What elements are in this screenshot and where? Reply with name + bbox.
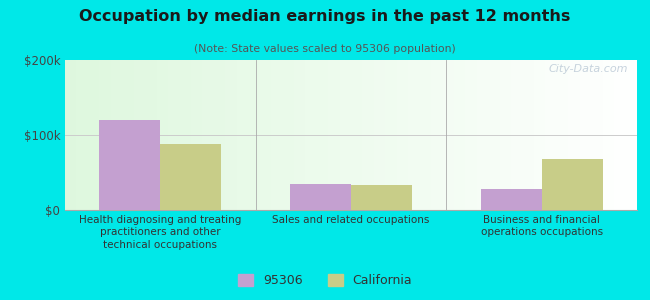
Bar [65,60,77,210]
Bar [408,60,420,210]
Legend: 95306, California: 95306, California [233,269,417,292]
Bar [77,60,88,210]
Bar [271,60,282,210]
Bar [396,60,408,210]
Bar [545,60,557,210]
Bar [259,60,271,210]
Bar [374,60,385,210]
Bar [339,60,351,210]
Bar [111,60,122,210]
Bar [568,60,580,210]
Bar [351,60,363,210]
Bar [225,60,237,210]
Bar [161,144,222,210]
Bar [306,60,317,210]
Bar [385,60,396,210]
Bar [191,60,202,210]
Bar [454,60,465,210]
Bar [317,60,328,210]
Bar [431,60,443,210]
Bar [282,60,294,210]
Bar [134,60,145,210]
Bar [328,60,339,210]
Bar [614,60,625,210]
Bar [145,60,157,210]
Bar [465,60,477,210]
Bar [214,60,225,210]
Text: (Note: State values scaled to 95306 population): (Note: State values scaled to 95306 popu… [194,44,456,53]
Bar [363,60,374,210]
Bar [625,60,637,210]
Bar [248,60,259,210]
Bar [290,184,351,210]
Bar [237,60,248,210]
Bar [603,60,614,210]
Bar [580,60,592,210]
Bar [99,120,161,210]
Bar [443,60,454,210]
Bar [523,60,534,210]
Bar [511,60,523,210]
Bar [420,60,431,210]
Bar [88,60,99,210]
Bar [157,60,168,210]
Text: City-Data.com: City-Data.com [549,64,629,74]
Bar [500,60,511,210]
Bar [557,60,568,210]
Bar [592,60,603,210]
Bar [477,60,488,210]
Bar [351,185,412,210]
Bar [202,60,214,210]
Bar [541,159,603,210]
Text: Occupation by median earnings in the past 12 months: Occupation by median earnings in the pas… [79,9,571,24]
Bar [168,60,179,210]
Bar [294,60,306,210]
Bar [488,60,500,210]
Bar [534,60,545,210]
Bar [480,189,541,210]
Bar [179,60,191,210]
Bar [122,60,134,210]
Bar [99,60,111,210]
